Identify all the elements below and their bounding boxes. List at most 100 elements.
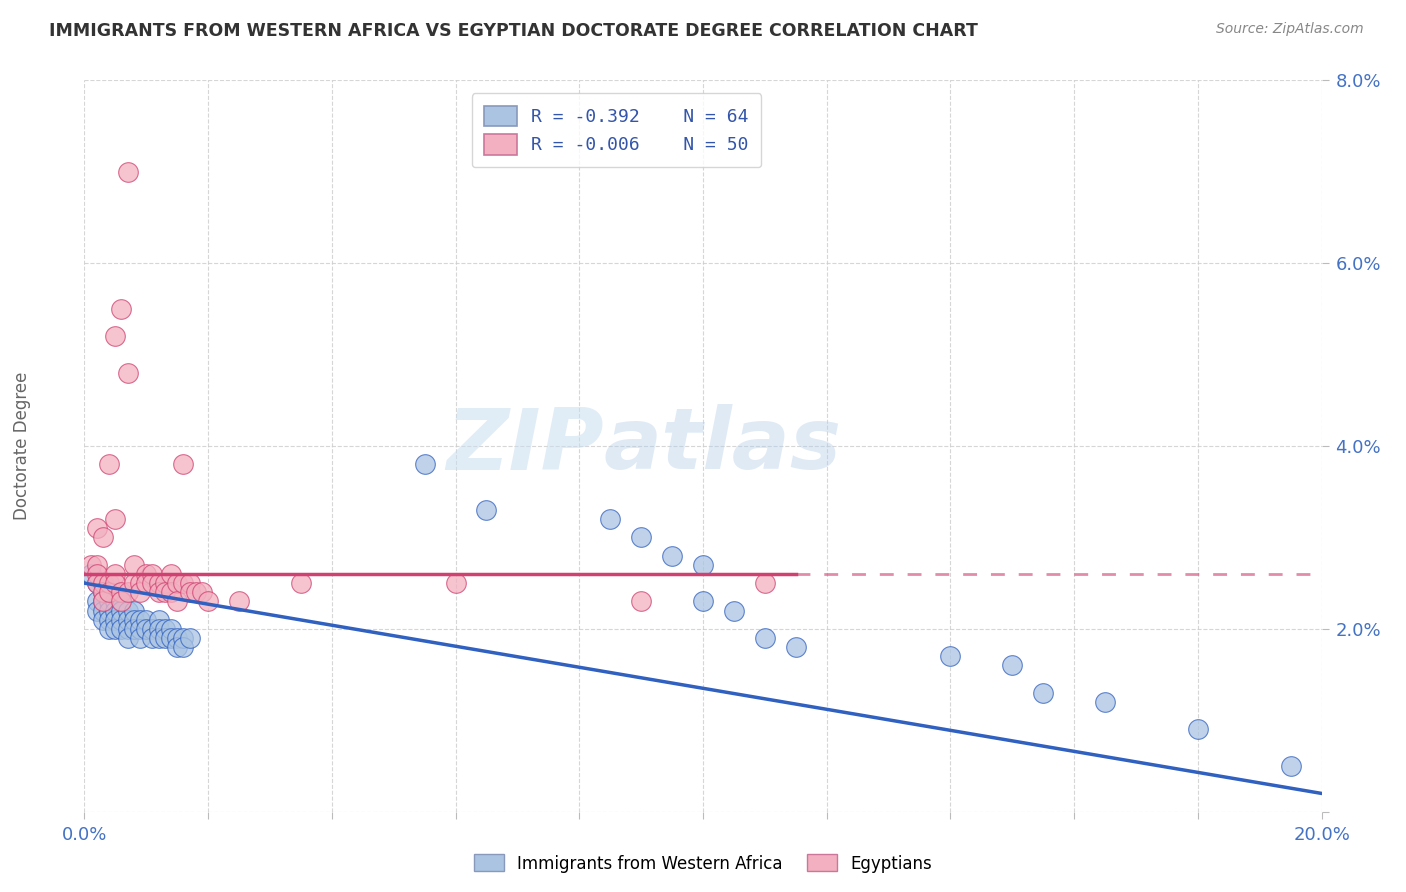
Point	[184, 585, 207, 599]
Point	[661, 549, 683, 563]
Point	[91, 585, 114, 599]
Point	[475, 503, 498, 517]
Point	[153, 631, 176, 645]
Point	[129, 622, 152, 636]
Point	[91, 613, 114, 627]
Point	[110, 594, 132, 608]
Point	[117, 366, 139, 380]
Point	[166, 640, 188, 655]
Point	[1187, 723, 1209, 737]
Text: atlas: atlas	[605, 404, 842, 488]
Point	[172, 458, 194, 472]
Point	[179, 631, 201, 645]
Point	[444, 576, 467, 591]
Point	[197, 594, 219, 608]
Point	[91, 576, 114, 591]
Point	[1032, 686, 1054, 700]
Point	[86, 558, 108, 572]
Point	[160, 631, 183, 645]
Point	[117, 622, 139, 636]
Point	[117, 631, 139, 645]
Point	[148, 622, 170, 636]
Point	[135, 576, 157, 591]
Point	[79, 558, 101, 572]
Point	[135, 622, 157, 636]
Point	[110, 594, 132, 608]
Point	[172, 631, 194, 645]
Point	[785, 640, 807, 655]
Point	[86, 567, 108, 582]
Point	[122, 604, 145, 618]
Point	[166, 576, 188, 591]
Point	[122, 622, 145, 636]
Point	[172, 576, 194, 591]
Legend: R = -0.392    N = 64, R = -0.006    N = 50: R = -0.392 N = 64, R = -0.006 N = 50	[471, 93, 761, 167]
Point	[141, 631, 163, 645]
Point	[91, 594, 114, 608]
Point	[135, 567, 157, 582]
Point	[117, 604, 139, 618]
Point	[79, 567, 101, 582]
Point	[98, 458, 121, 472]
Point	[104, 594, 127, 608]
Point	[110, 604, 132, 618]
Point	[141, 567, 163, 582]
Point	[104, 622, 127, 636]
Y-axis label: Doctorate Degree: Doctorate Degree	[13, 372, 31, 520]
Point	[98, 594, 121, 608]
Point	[1094, 695, 1116, 709]
Point	[129, 585, 152, 599]
Point	[723, 604, 745, 618]
Point	[91, 585, 114, 599]
Point	[692, 558, 714, 572]
Point	[98, 604, 121, 618]
Point	[148, 585, 170, 599]
Point	[86, 576, 108, 591]
Point	[166, 631, 188, 645]
Point	[153, 585, 176, 599]
Point	[179, 576, 201, 591]
Point	[104, 576, 127, 591]
Point	[166, 594, 188, 608]
Point	[153, 622, 176, 636]
Point	[98, 613, 121, 627]
Point	[117, 613, 139, 627]
Legend: Immigrants from Western Africa, Egyptians: Immigrants from Western Africa, Egyptian…	[467, 847, 939, 880]
Point	[135, 613, 157, 627]
Point	[148, 613, 170, 627]
Point	[129, 576, 152, 591]
Point	[129, 613, 152, 627]
Point	[98, 585, 121, 599]
Point	[630, 594, 652, 608]
Point	[141, 576, 163, 591]
Point	[754, 631, 776, 645]
Text: ZIP: ZIP	[446, 404, 605, 488]
Point	[91, 594, 114, 608]
Point	[91, 604, 114, 618]
Point	[104, 567, 127, 582]
Point	[160, 585, 183, 599]
Point	[754, 576, 776, 591]
Point	[86, 521, 108, 535]
Point	[104, 329, 127, 343]
Point	[179, 585, 201, 599]
Point	[117, 164, 139, 178]
Point	[122, 613, 145, 627]
Point	[98, 576, 121, 591]
Point	[110, 622, 132, 636]
Point	[599, 512, 621, 526]
Point	[110, 585, 132, 599]
Text: IMMIGRANTS FROM WESTERN AFRICA VS EGYPTIAN DOCTORATE DEGREE CORRELATION CHART: IMMIGRANTS FROM WESTERN AFRICA VS EGYPTI…	[49, 22, 979, 40]
Point	[91, 576, 114, 591]
Point	[110, 613, 132, 627]
Point	[141, 622, 163, 636]
Point	[86, 576, 108, 591]
Point	[939, 649, 962, 664]
Point	[91, 530, 114, 544]
Point	[86, 604, 108, 618]
Point	[692, 594, 714, 608]
Point	[104, 613, 127, 627]
Point	[148, 631, 170, 645]
Point	[122, 558, 145, 572]
Point	[413, 458, 436, 472]
